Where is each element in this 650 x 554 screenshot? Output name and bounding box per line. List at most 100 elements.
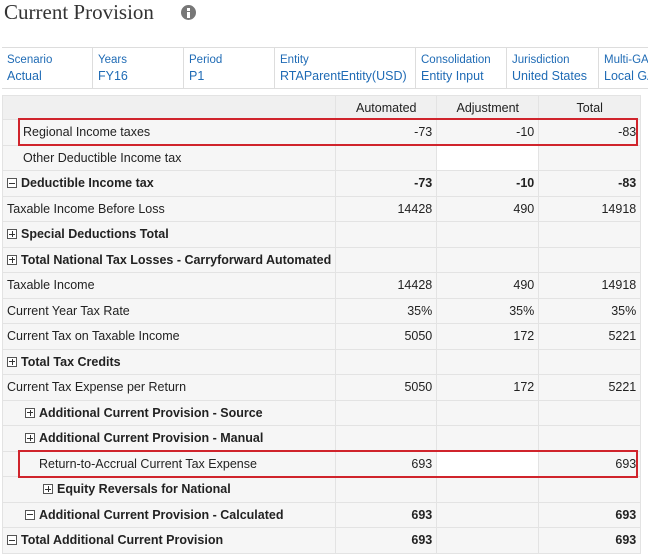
value-cell xyxy=(538,425,642,452)
value-cell[interactable] xyxy=(436,501,540,528)
value-cell: 5050 xyxy=(335,374,438,401)
row-label-cell: Additional Current Provision - Manual xyxy=(1,425,337,452)
row-label: Total Tax Credits xyxy=(21,354,121,369)
expander[interactable] xyxy=(43,484,53,495)
expander[interactable] xyxy=(7,356,17,367)
pov-label: Years xyxy=(98,54,127,66)
column-header: Total xyxy=(538,95,642,120)
row-label-cell: Deductible Income tax xyxy=(1,170,337,197)
row-label: Current Year Tax Rate xyxy=(7,303,130,318)
expander[interactable] xyxy=(7,229,17,240)
row-label-cell: Other Deductible Income tax xyxy=(1,144,337,171)
table-row: Current Tax on Taxable Income 5050 172 5221 xyxy=(1,323,642,350)
expander-bar xyxy=(9,182,15,184)
value-cell: 693 xyxy=(335,450,438,477)
value-cell[interactable] xyxy=(436,476,540,503)
value-cell[interactable] xyxy=(436,246,540,273)
pov-item[interactable]: Entity RTAParentEntity(USD) xyxy=(275,48,416,88)
table-row: Equity Reversals for National xyxy=(1,476,642,503)
value-cell: 693 xyxy=(538,450,642,477)
row-label: Taxable Income xyxy=(7,278,95,293)
pov-label: Consolidation xyxy=(421,54,491,66)
value-cell: 5221 xyxy=(538,323,642,350)
expander-bar xyxy=(11,358,13,365)
value-cell: 14428 xyxy=(335,195,438,222)
row-label-cell: Equity Reversals for National xyxy=(1,476,337,503)
value-cell xyxy=(538,246,642,273)
table-row: Regional Income taxes -73 -10 -83 xyxy=(1,119,642,146)
table-row: Additional Current Provision - Calculate… xyxy=(1,501,642,528)
row-label-cell: Additional Current Provision - Calculate… xyxy=(1,501,337,528)
pov-value: FY16 xyxy=(98,69,128,83)
row-label: Additional Current Provision - Manual xyxy=(39,431,264,446)
value-cell: 35% xyxy=(436,297,540,324)
expander[interactable] xyxy=(7,178,17,189)
column-header: Adjustment xyxy=(436,95,540,120)
pov-value: Entity Input xyxy=(421,69,484,83)
row-label-cell: Total Tax Credits xyxy=(1,348,337,375)
value-cell[interactable] xyxy=(436,425,540,452)
row-label-cell: Return-to-Accrual Current Tax Expense xyxy=(1,450,337,477)
pov-item[interactable]: Period P1 xyxy=(184,48,275,88)
value-cell[interactable] xyxy=(436,348,540,375)
row-label: Total Additional Current Provision xyxy=(21,533,224,548)
table-row: Additional Current Provision - Manual xyxy=(1,425,642,452)
value-cell: -83 xyxy=(538,170,642,197)
expander-bar xyxy=(27,514,33,516)
value-cell xyxy=(335,144,438,171)
value-cell: 693 xyxy=(538,527,642,554)
row-label-cell: Taxable Income xyxy=(1,272,337,299)
expander[interactable] xyxy=(7,254,17,265)
pov-item[interactable]: Years FY16 xyxy=(93,48,184,88)
header-row: Automated Adjustment Total xyxy=(1,95,642,120)
value-cell[interactable] xyxy=(436,399,540,426)
table-row: Total National Tax Losses - Carryforward… xyxy=(1,246,642,273)
pov-label: Multi-GAAP xyxy=(604,54,648,66)
pov-label: Scenario xyxy=(7,54,53,66)
expander[interactable] xyxy=(25,407,35,418)
value-cell xyxy=(335,221,438,248)
value-cell: 14918 xyxy=(538,272,642,299)
value-cell: 490 xyxy=(436,272,540,299)
row-label-cell: Current Tax Expense per Return xyxy=(1,374,337,401)
pov-item[interactable]: Jurisdiction United States xyxy=(507,48,599,88)
value-cell[interactable] xyxy=(436,144,540,171)
value-cell: 5221 xyxy=(538,374,642,401)
row-label-cell: Total National Tax Losses - Carryforward… xyxy=(1,246,337,273)
row-label-cell: Total Additional Current Provision xyxy=(1,527,337,554)
value-cell xyxy=(335,246,438,273)
row-label: Current Tax on Taxable Income xyxy=(7,329,180,344)
value-cell[interactable] xyxy=(436,221,540,248)
value-cell: -73 xyxy=(335,170,438,197)
value-cell: -83 xyxy=(538,119,642,146)
expander-bar xyxy=(11,256,13,263)
value-cell: 5050 xyxy=(335,323,438,350)
pov-item[interactable]: Scenario Actual xyxy=(2,48,93,88)
row-label: Return-to-Accrual Current Tax Expense xyxy=(39,456,257,471)
value-cell: 693 xyxy=(335,527,438,554)
pov-item[interactable]: Multi-GAAP Local GAAP xyxy=(599,48,648,88)
value-cell: -10 xyxy=(436,170,540,197)
row-label: Taxable Income Before Loss xyxy=(7,201,165,216)
table-row: Total Additional Current Provision 693 693 xyxy=(1,527,642,554)
value-cell[interactable] xyxy=(436,527,540,554)
info-icon[interactable] xyxy=(181,5,196,20)
expander[interactable] xyxy=(25,509,35,520)
table-row: Current Tax Expense per Return 5050 172 522… xyxy=(1,374,642,401)
value-cell: 172 xyxy=(436,374,540,401)
row-label: Additional Current Provision - Calculate… xyxy=(39,507,284,522)
value-cell[interactable] xyxy=(436,450,540,477)
value-cell: -73 xyxy=(335,119,438,146)
expander[interactable] xyxy=(25,433,35,444)
table-row: Special Deductions Total xyxy=(1,221,642,248)
value-cell xyxy=(538,221,642,248)
value-cell xyxy=(335,348,438,375)
pov-item[interactable]: Consolidation Entity Input xyxy=(416,48,507,88)
value-cell xyxy=(538,144,642,171)
value-cell: 490 xyxy=(436,195,540,222)
page-title: Current Provision xyxy=(4,0,154,24)
pov-label: Period xyxy=(189,54,223,66)
row-label-cell: Special Deductions Total xyxy=(1,221,337,248)
expander[interactable] xyxy=(7,535,17,546)
row-label-cell: Regional Income taxes xyxy=(1,119,337,146)
